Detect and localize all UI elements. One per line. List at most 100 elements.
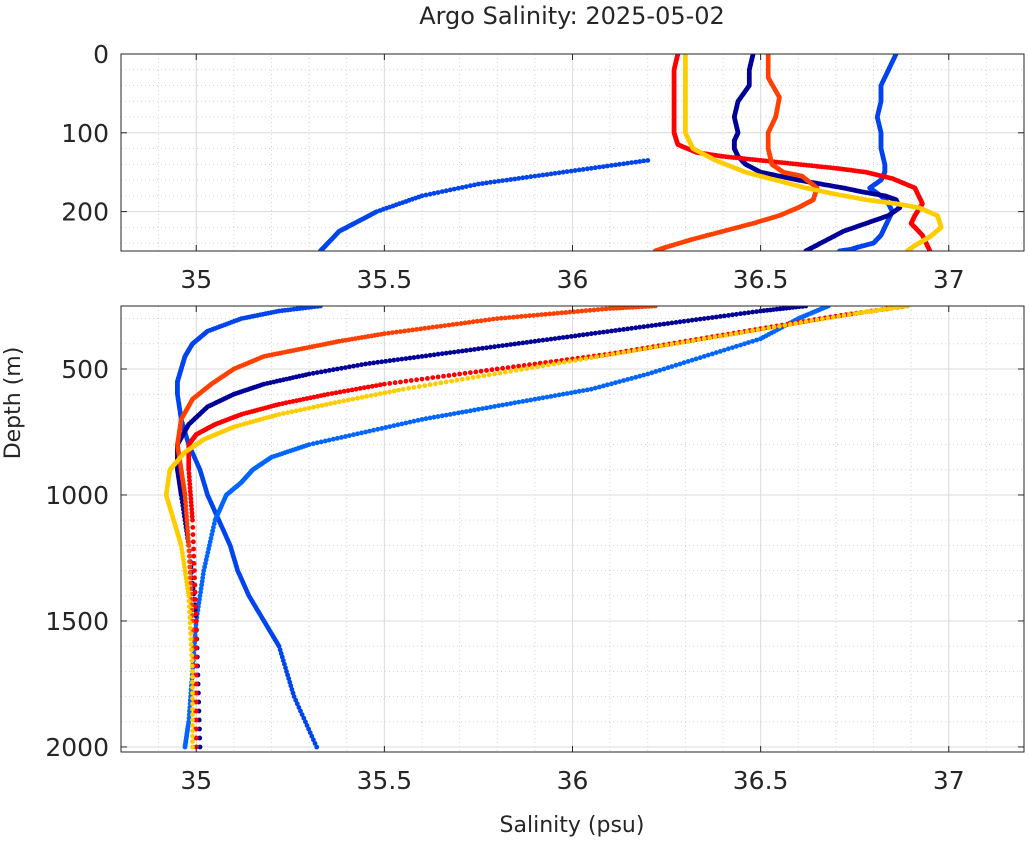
data-point xyxy=(414,377,419,383)
data-point xyxy=(197,593,203,599)
data-point xyxy=(403,420,409,426)
series-1 xyxy=(731,54,903,251)
data-point xyxy=(657,367,663,373)
data-point xyxy=(209,532,215,537)
data-point xyxy=(439,351,445,357)
data-point xyxy=(755,327,761,333)
data-point xyxy=(583,356,589,361)
data-point xyxy=(572,389,578,395)
data-point xyxy=(205,550,211,555)
data-point xyxy=(191,553,197,559)
data-point xyxy=(532,338,538,344)
data-point xyxy=(462,370,468,376)
data-point xyxy=(187,564,193,570)
data-point xyxy=(545,362,551,368)
data-point xyxy=(527,313,532,319)
data-point xyxy=(502,315,508,321)
data-point xyxy=(373,392,379,397)
data-point xyxy=(705,315,711,321)
data-point xyxy=(190,712,195,717)
data-point xyxy=(187,570,193,575)
data-point xyxy=(399,421,405,427)
data-point xyxy=(641,372,647,378)
data-point xyxy=(637,324,643,330)
data-point xyxy=(185,528,191,534)
data-point xyxy=(387,424,393,429)
data-point xyxy=(905,306,910,309)
data-point xyxy=(465,376,471,381)
data-point xyxy=(190,733,195,739)
data-point xyxy=(782,322,788,328)
y-tick-label: 1500 xyxy=(45,607,109,636)
data-point xyxy=(183,575,189,581)
data-point xyxy=(572,168,578,173)
data-point xyxy=(524,340,530,345)
data-point xyxy=(544,337,550,343)
data-point xyxy=(841,313,847,318)
data-point xyxy=(203,561,208,566)
data-point xyxy=(674,340,680,346)
data-point xyxy=(481,373,487,379)
data-point xyxy=(599,306,605,312)
data-point xyxy=(341,388,347,394)
data-point xyxy=(605,163,610,169)
data-point xyxy=(406,328,411,333)
data-point xyxy=(371,427,376,433)
data-point xyxy=(212,517,218,523)
data-point xyxy=(407,355,413,361)
data-point xyxy=(391,357,397,363)
data-point xyxy=(382,390,388,396)
data-point xyxy=(187,609,192,615)
data-point xyxy=(368,393,374,398)
data-point xyxy=(188,496,194,501)
data-point xyxy=(750,309,755,315)
data-point xyxy=(382,381,387,387)
data-point xyxy=(201,568,207,573)
data-point xyxy=(669,364,675,369)
data-point xyxy=(187,485,193,491)
data-point xyxy=(190,706,195,712)
data-point xyxy=(579,308,585,314)
data-point xyxy=(451,411,457,416)
data-point xyxy=(576,332,582,338)
data-point xyxy=(379,359,385,365)
data-point xyxy=(889,306,895,311)
data-point xyxy=(190,525,196,530)
data-point xyxy=(601,164,606,170)
data-point xyxy=(820,316,825,322)
data-point xyxy=(754,337,759,343)
data-point xyxy=(625,326,630,332)
data-point xyxy=(540,337,546,343)
data-point xyxy=(449,378,454,384)
data-point xyxy=(391,423,397,429)
data-point xyxy=(754,309,759,314)
data-point xyxy=(186,543,192,548)
data-point xyxy=(603,306,609,312)
data-point xyxy=(193,672,199,678)
data-point xyxy=(435,351,441,357)
data-point xyxy=(459,348,465,354)
data-point xyxy=(516,399,522,405)
data-point xyxy=(314,370,320,375)
data-point xyxy=(878,307,884,313)
data-point xyxy=(200,571,206,577)
data-layer xyxy=(318,54,944,251)
data-point xyxy=(363,429,368,435)
data-point xyxy=(193,735,199,741)
data-point xyxy=(536,173,542,179)
data-point xyxy=(874,307,880,313)
data-point xyxy=(301,715,307,721)
data-point xyxy=(375,359,381,365)
data-point xyxy=(492,404,497,409)
data-point xyxy=(288,683,294,689)
data-point xyxy=(355,395,360,401)
data-point xyxy=(633,159,639,165)
data-point xyxy=(280,658,286,663)
data-point xyxy=(193,604,199,609)
data-point xyxy=(488,404,493,410)
data-point xyxy=(447,187,453,193)
data-point xyxy=(476,406,481,412)
data-point xyxy=(403,356,409,361)
data-point xyxy=(886,306,891,312)
data-point xyxy=(609,328,614,334)
